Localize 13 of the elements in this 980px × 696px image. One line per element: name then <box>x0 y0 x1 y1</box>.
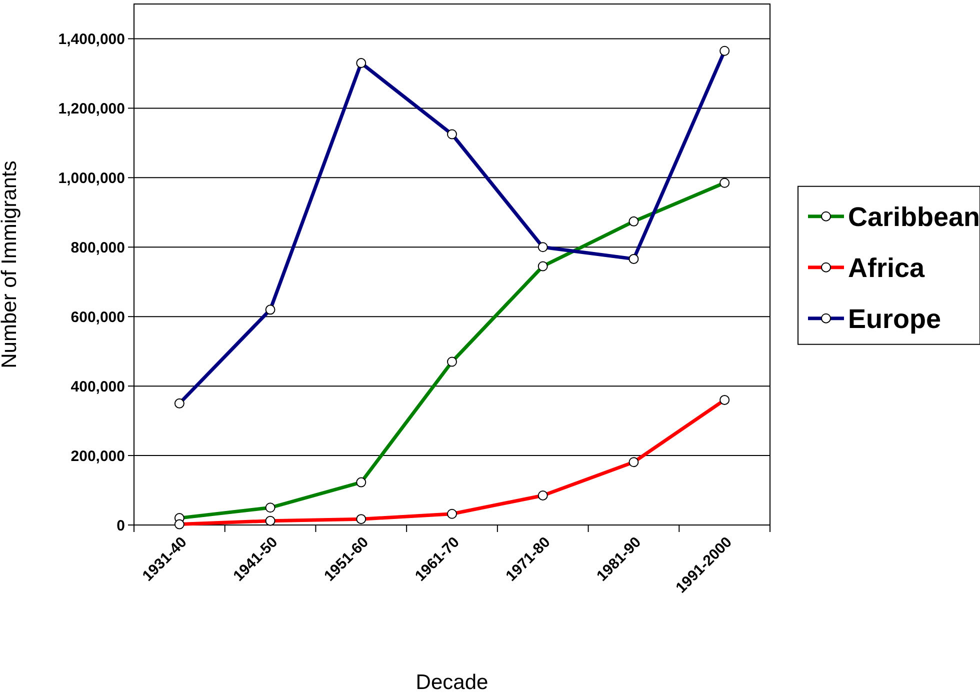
y-tick-label: 400,000 <box>70 378 125 396</box>
y-axis-title: Number of Immigrants <box>0 160 21 368</box>
legend-label: Caribbean <box>848 202 980 232</box>
y-tick-label: 1,200,000 <box>58 100 125 118</box>
y-tick-label: 1,400,000 <box>58 30 125 48</box>
y-tick-label: 0 <box>116 517 125 534</box>
y-tick-label: 600,000 <box>70 308 125 326</box>
x-axis-title: Decade <box>416 671 488 694</box>
y-tick-label: 200,000 <box>70 448 125 465</box>
y-tick-label: 1,000,000 <box>58 170 125 187</box>
y-tick-label: 800,000 <box>70 239 125 256</box>
legend-label: Europe <box>848 304 942 334</box>
legend-label: Africa <box>848 252 926 283</box>
